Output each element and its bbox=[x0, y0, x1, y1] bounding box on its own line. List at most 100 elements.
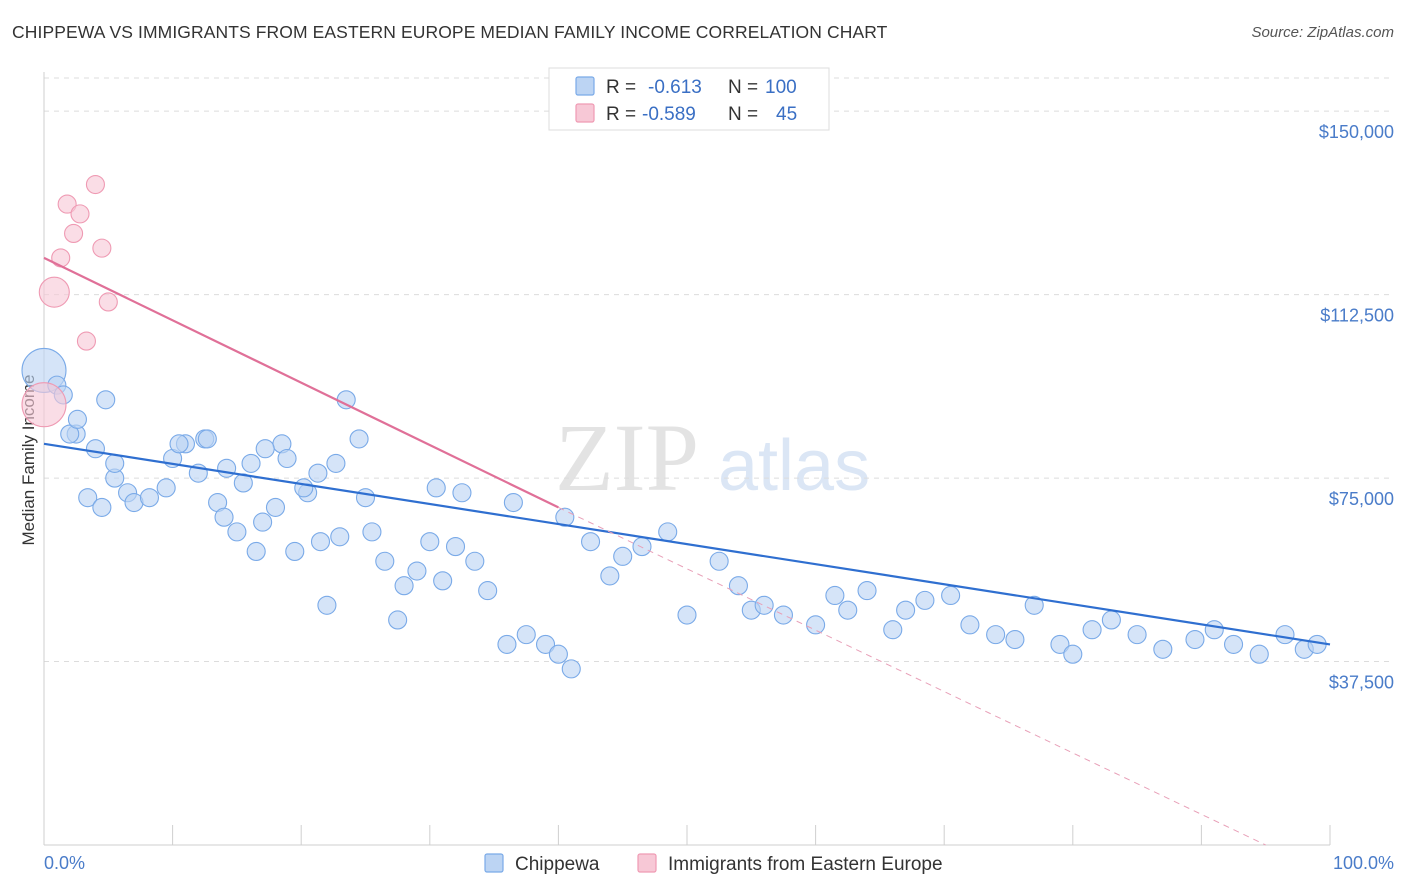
chippewa-point-59 bbox=[326, 453, 346, 473]
chippewa-point-11 bbox=[105, 453, 125, 473]
chippewa-point-54 bbox=[241, 453, 261, 473]
chippewa-point-32 bbox=[336, 390, 356, 410]
watermark-atlas: atlas bbox=[718, 426, 870, 506]
stats-legend: R = -0.613 N = 100 R = -0.589 N = 45 bbox=[548, 67, 830, 131]
chippewa-trend-line bbox=[43, 442, 1331, 646]
immigrants-point-7 bbox=[85, 174, 105, 195]
chippewa-point-68 bbox=[658, 522, 678, 542]
chippewa-point-4 bbox=[60, 424, 80, 444]
chippewa-point-84 bbox=[986, 625, 1006, 645]
chippewa-point-25 bbox=[265, 497, 286, 517]
chippewa-point-50 bbox=[169, 434, 189, 454]
chippewa-point-46 bbox=[516, 625, 536, 645]
immigrants-point-5 bbox=[70, 204, 90, 224]
chippewa-point-38 bbox=[394, 576, 414, 596]
immigrants-point-1 bbox=[38, 276, 70, 308]
legend-n-value-2: 45 bbox=[776, 104, 797, 125]
chippewa-point-83 bbox=[960, 615, 980, 635]
chippewa-point-90 bbox=[1101, 610, 1121, 630]
chippewa-point-31 bbox=[330, 527, 350, 547]
chippewa-point-53 bbox=[217, 458, 237, 478]
source-label: Source: ZipAtlas.com bbox=[1251, 24, 1394, 41]
stats-legend-box bbox=[548, 67, 830, 131]
legend-r-value-2: -0.589 bbox=[642, 104, 696, 125]
chippewa-point-43 bbox=[465, 551, 485, 571]
chippewa-point-82 bbox=[941, 585, 961, 606]
chippewa-point-89 bbox=[1082, 620, 1102, 640]
chippewa-point-97 bbox=[1275, 625, 1295, 645]
x-tick-label-max: 100.0% bbox=[1333, 853, 1394, 873]
chippewa-point-85 bbox=[1005, 629, 1025, 650]
chippewa-point-5 bbox=[67, 409, 87, 429]
chippewa-point-91 bbox=[1127, 625, 1147, 645]
chippewa-point-30 bbox=[317, 595, 337, 615]
chart-title: CHIPPEWA VS IMMIGRANTS FROM EASTERN EURO… bbox=[12, 22, 888, 42]
y-tick-label-3: $150,000 bbox=[1319, 122, 1394, 142]
chippewa-point-75 bbox=[806, 615, 826, 635]
chippewa-point-76 bbox=[825, 585, 845, 606]
chippewa-point-67 bbox=[632, 537, 652, 557]
immigrants-trend-line bbox=[43, 256, 559, 509]
trend-lines bbox=[43, 256, 1331, 846]
chippewa-point-66 bbox=[613, 546, 633, 566]
immigrants-point-8 bbox=[92, 238, 112, 258]
immigrants-point-3 bbox=[57, 194, 77, 214]
chippewa-point-8 bbox=[92, 497, 112, 517]
legend-r-value-1: -0.613 bbox=[648, 77, 702, 98]
watermark: ZIP atlas bbox=[555, 404, 870, 511]
chippewa-point-6 bbox=[85, 439, 105, 459]
chippewa-point-55 bbox=[255, 439, 275, 459]
bottom-legend-swatch-immigrants bbox=[637, 853, 657, 873]
x-ticks bbox=[43, 825, 1331, 845]
chippewa-point-58 bbox=[308, 463, 328, 483]
chippewa-point-74 bbox=[773, 605, 794, 625]
chippewa-point-57 bbox=[294, 478, 314, 498]
chippewa-point-86 bbox=[1024, 595, 1044, 615]
immigrants-point-6 bbox=[76, 331, 96, 351]
data-points bbox=[21, 174, 1327, 679]
chippewa-point-60 bbox=[426, 478, 446, 498]
chippewa-point-88 bbox=[1063, 644, 1083, 664]
chippewa-point-69 bbox=[677, 605, 697, 625]
chippewa-point-79 bbox=[883, 620, 903, 640]
chippewa-point-35 bbox=[362, 522, 382, 542]
gridlines bbox=[44, 77, 1394, 663]
chippewa-point-42 bbox=[445, 537, 466, 557]
chippewa-point-77 bbox=[838, 600, 858, 620]
legend-r-label-2: R = bbox=[606, 104, 636, 125]
y-tick-labels: $37,500 $75,000 $112,500 $150,000 bbox=[1319, 122, 1394, 692]
chippewa-point-73 bbox=[754, 595, 774, 615]
bottom-legend-label-chippewa: Chippewa bbox=[515, 854, 600, 875]
chippewa-point-21 bbox=[227, 522, 247, 542]
chippewa-point-87 bbox=[1050, 634, 1070, 654]
chippewa-point-65 bbox=[600, 566, 620, 586]
chippewa-point-39 bbox=[407, 561, 427, 581]
legend-n-label-1: N = bbox=[728, 77, 758, 98]
chippewa-point-62 bbox=[503, 492, 523, 513]
immigrants-point-2 bbox=[51, 248, 71, 268]
chippewa-point-61 bbox=[452, 483, 472, 503]
chippewa-point-95 bbox=[1224, 634, 1244, 654]
legend-n-label-2: N = bbox=[728, 104, 758, 125]
chippewa-point-40 bbox=[420, 532, 440, 552]
chippewa-point-15 bbox=[156, 478, 176, 498]
chippewa-point-52 bbox=[197, 429, 217, 449]
legend-n-value-1: 100 bbox=[765, 77, 797, 98]
chippewa-point-78 bbox=[857, 581, 877, 601]
chippewa-point-20 bbox=[214, 507, 234, 527]
chippewa-point-93 bbox=[1185, 629, 1205, 650]
chippewa-point-49 bbox=[561, 659, 581, 679]
chippewa-point-56 bbox=[277, 448, 297, 469]
chippewa-point-96 bbox=[1249, 644, 1269, 664]
bottom-legend-label-immigrants: Immigrants from Eastern Europe bbox=[668, 854, 943, 875]
chippewa-point-70 bbox=[709, 551, 729, 571]
chippewa-point-80 bbox=[896, 600, 916, 620]
immigrants-trend-extension bbox=[558, 506, 1266, 846]
chippewa-point-45 bbox=[497, 634, 517, 654]
chippewa-point-41 bbox=[433, 571, 453, 591]
immigrants-point-4 bbox=[64, 223, 84, 243]
chippewa-point-34 bbox=[355, 488, 376, 508]
watermark-zip: ZIP bbox=[555, 404, 699, 511]
chippewa-point-7 bbox=[78, 488, 98, 508]
